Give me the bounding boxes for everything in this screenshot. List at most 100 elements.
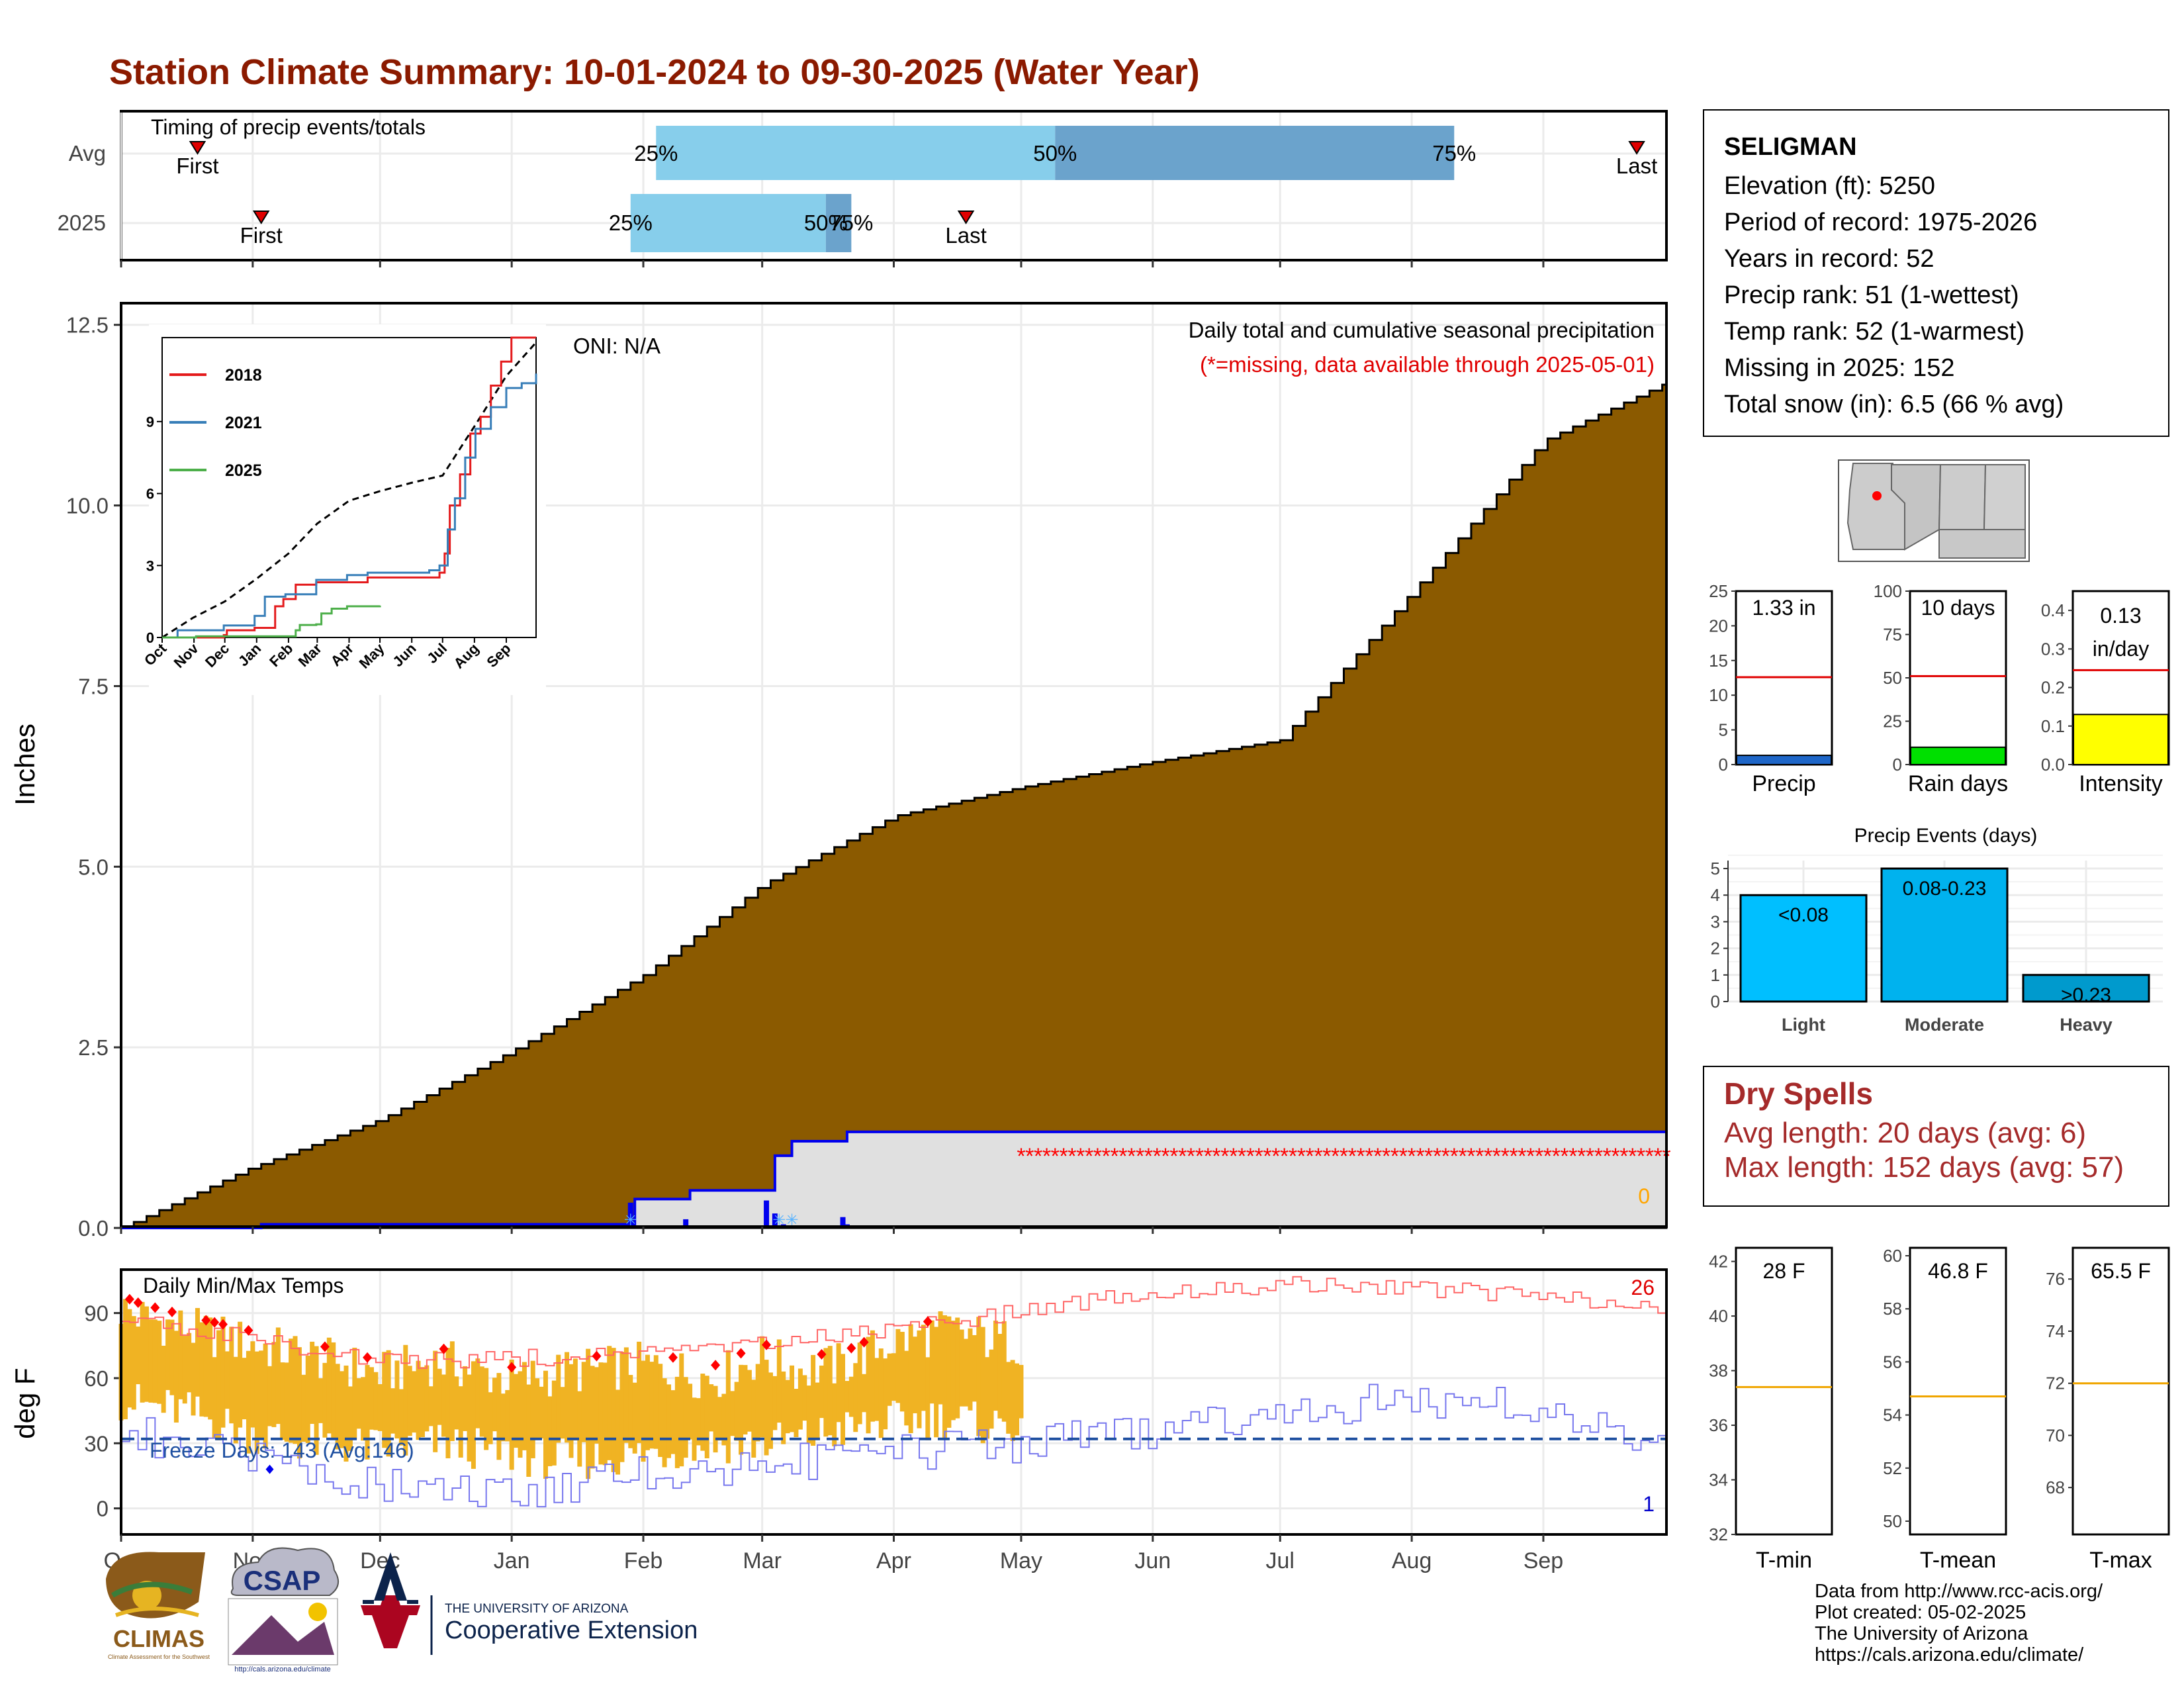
record-high-marker (762, 1339, 772, 1350)
temp-bar (794, 1389, 799, 1438)
temp-ytick-label: 0 (97, 1497, 109, 1521)
temp-bar (518, 1371, 523, 1458)
temp-bar (921, 1325, 926, 1411)
temp-bar (433, 1350, 438, 1452)
temp-bar (899, 1331, 905, 1412)
missing-marker: * (1212, 1144, 1220, 1169)
temp-bar (692, 1397, 697, 1461)
events-bar-label: <0.08 (1778, 904, 1829, 926)
temp-bar (390, 1388, 396, 1434)
temp-stat-ytick-label: 70 (2046, 1425, 2065, 1445)
missing-marker: * (1085, 1144, 1093, 1169)
temp-bar (811, 1354, 816, 1446)
temp-bar (484, 1368, 489, 1450)
temp-bar (539, 1386, 544, 1438)
missing-marker: * (1628, 1144, 1637, 1169)
temp-bar (314, 1346, 319, 1455)
missing-note: (*=missing, data available through 2025-… (1200, 352, 1655, 377)
missing-marker: * (1229, 1144, 1238, 1169)
temp-bar (666, 1384, 672, 1458)
events-bar-label: >0.23 (2061, 984, 2111, 1006)
inset-ytick-label: 0 (146, 630, 154, 646)
precip-ytick-label: 2.5 (78, 1035, 109, 1060)
temp-bar (224, 1351, 230, 1409)
temp-bar (862, 1374, 867, 1413)
temp-bar (407, 1366, 412, 1436)
temp-bar (968, 1328, 973, 1411)
temp-bar (377, 1383, 383, 1431)
missing-marker: * (1535, 1144, 1543, 1169)
footer-university: The University of Arizona (1815, 1623, 2028, 1644)
temp-bar (569, 1364, 574, 1458)
temp-bar (127, 1309, 132, 1408)
events-title: Precip Events (days) (1854, 825, 2038, 847)
stat-value-label: 0.13 (2100, 604, 2141, 628)
temp-bar (212, 1357, 217, 1438)
inset-frame (161, 337, 537, 638)
missing-marker: * (1102, 1144, 1111, 1169)
missing-marker: * (1475, 1144, 1484, 1169)
temp-bar (772, 1376, 778, 1430)
missing-marker: * (1127, 1144, 1136, 1169)
station-info-box: SELIGMAN Elevation (ft): 5250 Period of … (1703, 109, 2169, 437)
missing-marker: * (1289, 1144, 1297, 1169)
missing-marker: * (1263, 1144, 1271, 1169)
temp-stat-ytick-label: 58 (1883, 1299, 1902, 1319)
temp-label: Daily Min/Max Temps (143, 1274, 343, 1297)
logos: CLIMAS Climate Assessment for the Southw… (106, 1547, 698, 1673)
timing-pct-label: 25% (609, 211, 653, 235)
temp-stat-bars: 32 34 36 38 40 42 28 F T-min 50 52 54 56 58 60 46.8 F T… (1709, 1246, 2170, 1573)
temp-bar (335, 1364, 340, 1450)
missing-marker: * (1543, 1144, 1552, 1169)
timing-marker-label: Last (945, 223, 986, 248)
events-ytick-label: 4 (1711, 885, 1720, 905)
missing-marker: * (1619, 1144, 1628, 1169)
temp-stat-ytick-label: 40 (1709, 1306, 1728, 1326)
missing-marker: * (1169, 1144, 1178, 1169)
daily-precip-bar (627, 1202, 633, 1228)
events-ytick-label: 3 (1711, 912, 1720, 931)
temp-bar (619, 1351, 625, 1462)
temp-bar (972, 1335, 977, 1402)
temp-bar (514, 1374, 519, 1448)
snow-count: 0 (1638, 1184, 1650, 1208)
temp-stat-value-label: 28 F (1762, 1259, 1805, 1283)
timing-pct-label: 75% (829, 211, 873, 235)
temp-bar (471, 1361, 476, 1469)
temp-bar (500, 1393, 506, 1442)
temp-bar (250, 1341, 255, 1428)
missing-marker: * (1051, 1144, 1060, 1169)
missing-marker: * (1136, 1144, 1144, 1169)
csap-text: CSAP (244, 1565, 321, 1596)
temp-bar (492, 1378, 498, 1432)
dry-spells-box: Dry Spells Avg length: 20 days (avg: 6) … (1703, 1066, 2169, 1207)
inset-ytick-label: 3 (146, 557, 154, 574)
timing-marker (189, 141, 206, 155)
missing-marker: * (1195, 1144, 1204, 1169)
missing-marker: * (1484, 1144, 1492, 1169)
temp-bar (781, 1371, 786, 1444)
timing-marker (252, 211, 270, 224)
temp-bar (641, 1360, 646, 1462)
stat-ytick-label: 75 (1883, 625, 1902, 645)
temp-bar (301, 1374, 306, 1442)
temp-bar (173, 1331, 179, 1423)
climas-text: CLIMAS (113, 1625, 205, 1652)
temp-bar (386, 1350, 391, 1457)
record-high-marker (923, 1316, 933, 1327)
inset-legend-label: 2021 (225, 414, 262, 432)
missing-marker: * (1594, 1144, 1603, 1169)
temp-bar (857, 1342, 862, 1425)
temp-bar (216, 1330, 222, 1440)
extension-name: Cooperative Extension (445, 1617, 698, 1644)
timing-marker (1628, 141, 1645, 155)
temp-bar (565, 1352, 570, 1443)
temp-bar (760, 1336, 765, 1438)
temp-bar (985, 1357, 990, 1439)
temp-bar (208, 1317, 213, 1420)
missing-marker: * (1586, 1144, 1594, 1169)
stat-ytick-label: 0.1 (2041, 716, 2065, 736)
temp-bar (454, 1376, 459, 1430)
missing-marker: * (1433, 1144, 1441, 1169)
temp-bar (1010, 1360, 1015, 1441)
